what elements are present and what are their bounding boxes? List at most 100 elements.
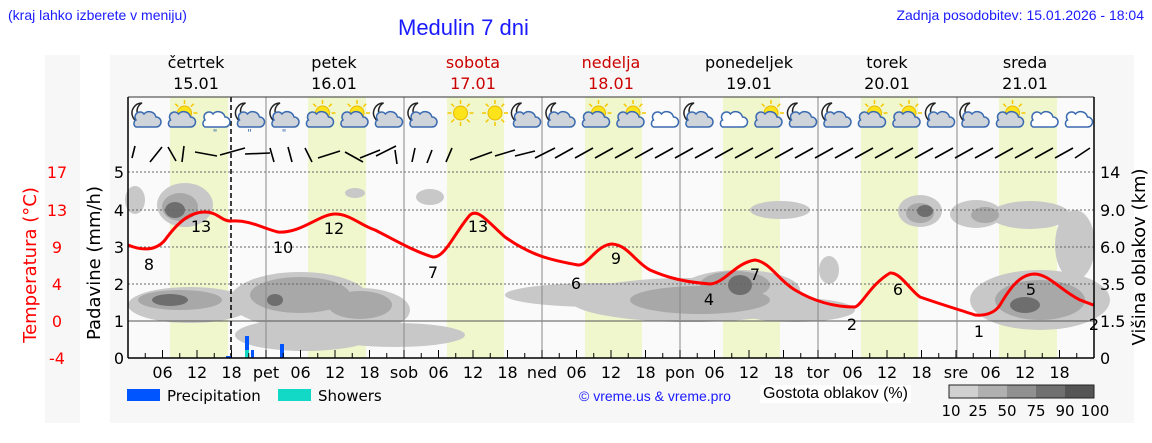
- weather-icons: " " ": [131, 100, 1094, 139]
- showers-legend-swatch: [278, 389, 311, 401]
- moon-cloud-icon: [786, 102, 818, 128]
- moon-cloud-drizzle-icon: ": [269, 102, 300, 139]
- rain-tick: 2: [114, 275, 124, 294]
- x-tick-label: 12: [877, 363, 897, 382]
- day-name: sobota: [446, 53, 500, 72]
- sun-cloud-icon: [995, 100, 1026, 128]
- x-axis-labels: 06 12 18 pet 06 12 18 sob 06 12 18 ned 06 12 18 pon 06 12…: [152, 363, 1069, 382]
- last-update: Zadnja posodobitev: 15.01.2026 - 18:04: [896, 7, 1144, 23]
- day-date: 15.01: [173, 74, 219, 93]
- x-tick-label: 12: [325, 363, 345, 382]
- x-tick-label: 06: [842, 363, 862, 382]
- cloud-density-ticks: 10 25 50 75 90 100: [941, 402, 1109, 420]
- density-tick: 90: [1055, 402, 1074, 420]
- cloud-tick: 14: [1100, 163, 1120, 182]
- cloud-density-label: Gostota oblakov (%): [760, 385, 911, 403]
- cloud-tick: 3.5: [1100, 275, 1125, 294]
- sun-cloud-icon: [892, 100, 922, 128]
- x-tick-label: tor: [807, 363, 830, 382]
- temp-tick: 9: [52, 238, 62, 257]
- x-tick-label: 18: [497, 363, 517, 382]
- cloud-tick: 1.5: [1100, 312, 1125, 331]
- day-name: torek: [866, 53, 908, 72]
- temp-label: 6: [571, 274, 581, 293]
- temp-tick: 0: [52, 312, 62, 331]
- day-name: četrtek: [168, 53, 226, 72]
- cloud-tick: 0: [1100, 349, 1110, 368]
- density-tick: 10: [941, 402, 960, 420]
- sun-cloud-icon: [616, 100, 646, 128]
- x-tick-label: pet: [253, 363, 279, 382]
- temp-label: 8: [144, 255, 154, 274]
- x-tick-label: 18: [773, 363, 793, 382]
- region-hint-link[interactable]: (kraj lahko izberete v meniju): [8, 7, 187, 23]
- svg-text:": ": [282, 128, 287, 139]
- x-tick-label: 06: [566, 363, 586, 382]
- temp-label: 6: [893, 280, 903, 299]
- density-tick: 75: [1026, 402, 1045, 420]
- sun-cloud-icon: [581, 100, 612, 128]
- cloud-icon: [650, 110, 680, 128]
- cloud-axis-label: Višina oblakov (km): [1129, 168, 1150, 345]
- rain-axis: 5 4 3 2 1 0: [114, 163, 124, 368]
- precipitation-legend-swatch: [127, 389, 160, 401]
- temp-label: 9: [611, 249, 621, 268]
- moon-cloud-icon: [131, 102, 162, 128]
- gridlines: [128, 171, 1094, 285]
- temperature-curve: [127, 210, 1095, 317]
- day-date: 19.01: [726, 74, 772, 93]
- moon-cloud-icon: [545, 102, 576, 128]
- moon-cloud-icon: [924, 102, 956, 128]
- x-tick-label: 18: [635, 363, 655, 382]
- sun-icon: [447, 100, 474, 126]
- rain-tick: 0: [114, 349, 124, 368]
- temp-axis: 17 13 9 4 0 -4: [47, 163, 67, 368]
- density-tick: 100: [1081, 402, 1110, 420]
- cloud-drizzle-icon: ": [202, 110, 231, 139]
- x-tick-label: 06: [704, 363, 724, 382]
- x-tick-marks: [144, 350, 1078, 358]
- sun-cloud-icon: [340, 100, 370, 128]
- wind-barbs: [131, 145, 1091, 165]
- day-date: 16.01: [311, 74, 357, 93]
- moon-cloud-icon: [683, 102, 714, 128]
- sun-cloud-icon: [857, 100, 888, 128]
- x-tick-label: ned: [527, 363, 557, 382]
- x-tick-label: 06: [290, 363, 310, 382]
- page-title: Medulin 7 dni: [398, 15, 529, 40]
- temp-label: 7: [750, 265, 760, 284]
- temp-tick: 13: [47, 201, 67, 220]
- copyright-link[interactable]: © vreme.us & vreme.pro: [579, 388, 731, 404]
- temp-tick: 4: [52, 275, 62, 294]
- sun-cloud-icon: [167, 100, 198, 128]
- temp-label: 7: [428, 263, 438, 282]
- temp-tick: -4: [49, 349, 65, 368]
- day-name: petek: [311, 53, 357, 72]
- day-headers: četrtek 15.01 petek 16.01 sobota 17.01 n…: [168, 53, 1048, 93]
- moon-cloud-icon: [959, 102, 990, 128]
- moon-cloud-icon: [821, 102, 852, 128]
- day-date: 21.01: [1002, 74, 1048, 93]
- temp-tick: 17: [47, 163, 67, 182]
- temp-axis-label: Temperatura (°C): [20, 187, 41, 344]
- moon-cloud-icon: [372, 102, 404, 128]
- temp-label: 2: [847, 315, 857, 334]
- x-tick-label: sob: [390, 363, 418, 382]
- cloud-tick: 6.0: [1100, 238, 1125, 257]
- svg-text:": ": [247, 128, 252, 139]
- rain-axis-label: Padavine (mm/h): [84, 186, 105, 340]
- cloud-density-scale: [948, 384, 1095, 399]
- day-date: 18.01: [588, 74, 634, 93]
- x-tick-label: 06: [152, 363, 172, 382]
- temp-label: 4: [704, 290, 714, 309]
- density-tick: 50: [997, 402, 1016, 420]
- sun-icon: [482, 100, 508, 126]
- precipitation-legend-label: Precipitation: [167, 387, 261, 405]
- x-tick-label: 12: [1015, 363, 1035, 382]
- x-tick-label: 12: [739, 363, 759, 382]
- moon-cloud-drizzle-icon: ": [234, 102, 266, 139]
- x-tick-label: 06: [428, 363, 448, 382]
- day-separators: [265, 97, 958, 358]
- moon-cloud-icon: [510, 102, 542, 128]
